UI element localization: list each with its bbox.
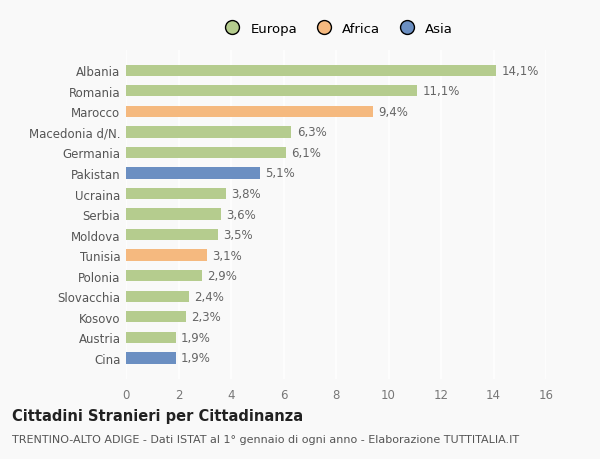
Legend: Europa, Africa, Asia: Europa, Africa, Asia: [214, 18, 458, 41]
Text: 2,9%: 2,9%: [208, 269, 237, 283]
Text: 3,1%: 3,1%: [212, 249, 242, 262]
Text: 11,1%: 11,1%: [422, 85, 460, 98]
Text: 3,6%: 3,6%: [226, 208, 256, 221]
Text: 1,9%: 1,9%: [181, 352, 211, 364]
Text: 14,1%: 14,1%: [502, 65, 539, 78]
Bar: [126, 291, 189, 302]
Bar: [126, 230, 218, 241]
Bar: [126, 127, 292, 138]
Bar: [126, 168, 260, 179]
Text: TRENTINO-ALTO ADIGE - Dati ISTAT al 1° gennaio di ogni anno - Elaborazione TUTTI: TRENTINO-ALTO ADIGE - Dati ISTAT al 1° g…: [12, 434, 519, 444]
Text: Cittadini Stranieri per Cittadinanza: Cittadini Stranieri per Cittadinanza: [12, 409, 303, 424]
Bar: [126, 209, 221, 220]
Bar: [126, 250, 208, 261]
Bar: [126, 189, 226, 200]
Bar: [126, 332, 176, 343]
Text: 6,3%: 6,3%: [296, 126, 326, 139]
Bar: [126, 312, 187, 323]
Bar: [126, 147, 286, 159]
Text: 2,3%: 2,3%: [191, 311, 221, 324]
Text: 1,9%: 1,9%: [181, 331, 211, 344]
Bar: [126, 86, 418, 97]
Text: 9,4%: 9,4%: [378, 106, 408, 118]
Text: 2,4%: 2,4%: [194, 290, 224, 303]
Text: 6,1%: 6,1%: [292, 146, 321, 160]
Bar: [126, 353, 176, 364]
Text: 5,1%: 5,1%: [265, 167, 295, 180]
Bar: [126, 270, 202, 282]
Bar: [126, 65, 496, 77]
Text: 3,5%: 3,5%: [223, 229, 253, 241]
Bar: [126, 106, 373, 118]
Text: 3,8%: 3,8%: [231, 188, 260, 201]
